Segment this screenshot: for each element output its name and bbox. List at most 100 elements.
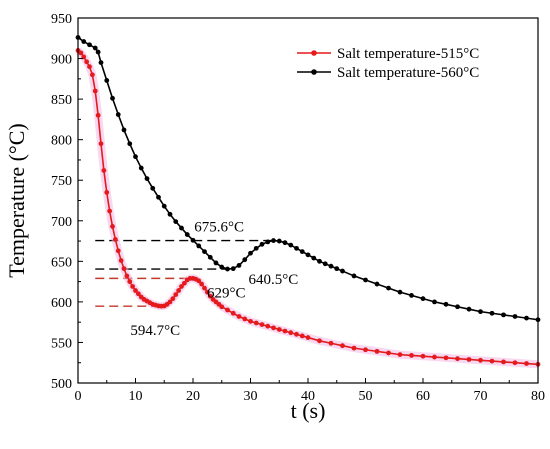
data-point	[328, 263, 334, 269]
y-tick-label: 650	[51, 255, 72, 270]
data-point	[299, 249, 305, 255]
x-tick-label: 80	[531, 389, 545, 404]
data-point	[110, 224, 115, 229]
data-point	[276, 327, 282, 332]
data-point	[420, 296, 426, 302]
data-point	[124, 273, 130, 279]
data-point	[282, 328, 288, 334]
y-tick-label: 600	[51, 296, 72, 311]
annotation-label: 629°C	[207, 285, 246, 301]
x-tick-label: 0	[75, 389, 82, 404]
data-point	[179, 284, 184, 289]
data-point	[317, 338, 322, 344]
data-point	[202, 249, 207, 255]
legend-entry-label: Salt temperature-515°C	[337, 46, 479, 62]
data-point	[524, 315, 529, 321]
data-point	[512, 360, 518, 366]
x-tick-label: 30	[244, 389, 258, 404]
data-point	[242, 316, 248, 322]
data-point	[225, 266, 230, 272]
data-point	[213, 260, 219, 266]
data-point	[89, 72, 95, 78]
y-tick-label: 500	[51, 377, 72, 392]
y-tick-label: 900	[51, 53, 72, 68]
data-point	[104, 78, 110, 83]
data-point	[432, 299, 437, 305]
data-point	[259, 241, 265, 247]
data-point	[294, 245, 299, 251]
data-point	[184, 232, 190, 237]
data-point	[294, 331, 299, 337]
data-point	[259, 322, 265, 327]
data-point	[236, 314, 242, 319]
data-point	[328, 340, 334, 346]
data-point	[179, 225, 184, 231]
series-1	[75, 48, 541, 367]
data-point	[340, 343, 345, 349]
x-tick-label: 20	[186, 389, 200, 404]
data-point	[409, 353, 414, 358]
data-point	[98, 60, 104, 66]
data-point	[121, 127, 127, 133]
y-tick-label: 700	[51, 215, 72, 230]
data-point	[489, 358, 495, 364]
data-point	[524, 361, 529, 366]
data-point	[489, 310, 495, 316]
y-tick-label: 800	[51, 134, 72, 149]
x-tick-label: 10	[129, 389, 143, 404]
data-point	[173, 292, 179, 297]
data-point	[409, 293, 414, 298]
x-tick-label: 50	[359, 389, 373, 404]
x-axis: 0 10 20 30 40 50 60 70 80	[75, 378, 545, 404]
x-tick-label: 70	[474, 389, 488, 404]
data-point	[84, 59, 90, 65]
y-axis-title: Temperature (°C)	[4, 123, 29, 277]
data-point	[322, 261, 328, 267]
data-point	[98, 141, 104, 147]
data-point	[161, 203, 167, 209]
y-tick-label: 850	[51, 93, 72, 108]
data-point	[92, 88, 98, 94]
data-point	[225, 307, 230, 313]
data-point	[133, 154, 138, 160]
data-point	[351, 273, 357, 279]
data-point	[202, 285, 207, 291]
data-point	[138, 165, 144, 171]
data-point	[207, 293, 213, 299]
legend-swatch-marker	[311, 69, 317, 75]
data-point	[443, 355, 449, 361]
data-point	[167, 299, 173, 305]
data-point	[127, 141, 133, 147]
data-point	[478, 357, 483, 363]
data-point	[204, 289, 210, 295]
data-point	[317, 258, 322, 264]
data-point	[248, 250, 253, 256]
data-point	[87, 42, 92, 48]
data-point	[466, 357, 472, 362]
data-point	[196, 278, 202, 284]
data-point	[271, 238, 276, 243]
data-point	[101, 168, 107, 173]
data-point	[501, 312, 506, 318]
data-point	[265, 239, 271, 245]
data-point	[176, 288, 182, 293]
data-point	[133, 288, 138, 293]
data-point	[271, 325, 276, 331]
data-point	[219, 264, 225, 270]
data-point	[374, 281, 380, 287]
series-halo	[75, 47, 539, 369]
legend-entry-label: Salt temperature-560°C	[337, 65, 479, 81]
data-point	[253, 320, 259, 326]
y-axis: 500 550 600 650 700 750 800 850 900 950	[51, 12, 83, 392]
data-point	[374, 348, 380, 354]
data-point	[230, 266, 236, 272]
data-point	[236, 262, 242, 268]
data-point	[92, 45, 98, 51]
data-point	[242, 257, 248, 263]
data-point	[107, 208, 113, 214]
data-point	[230, 310, 236, 316]
annotation-label: 675.6°C	[194, 220, 244, 236]
data-point	[181, 280, 187, 286]
data-point	[219, 304, 225, 310]
